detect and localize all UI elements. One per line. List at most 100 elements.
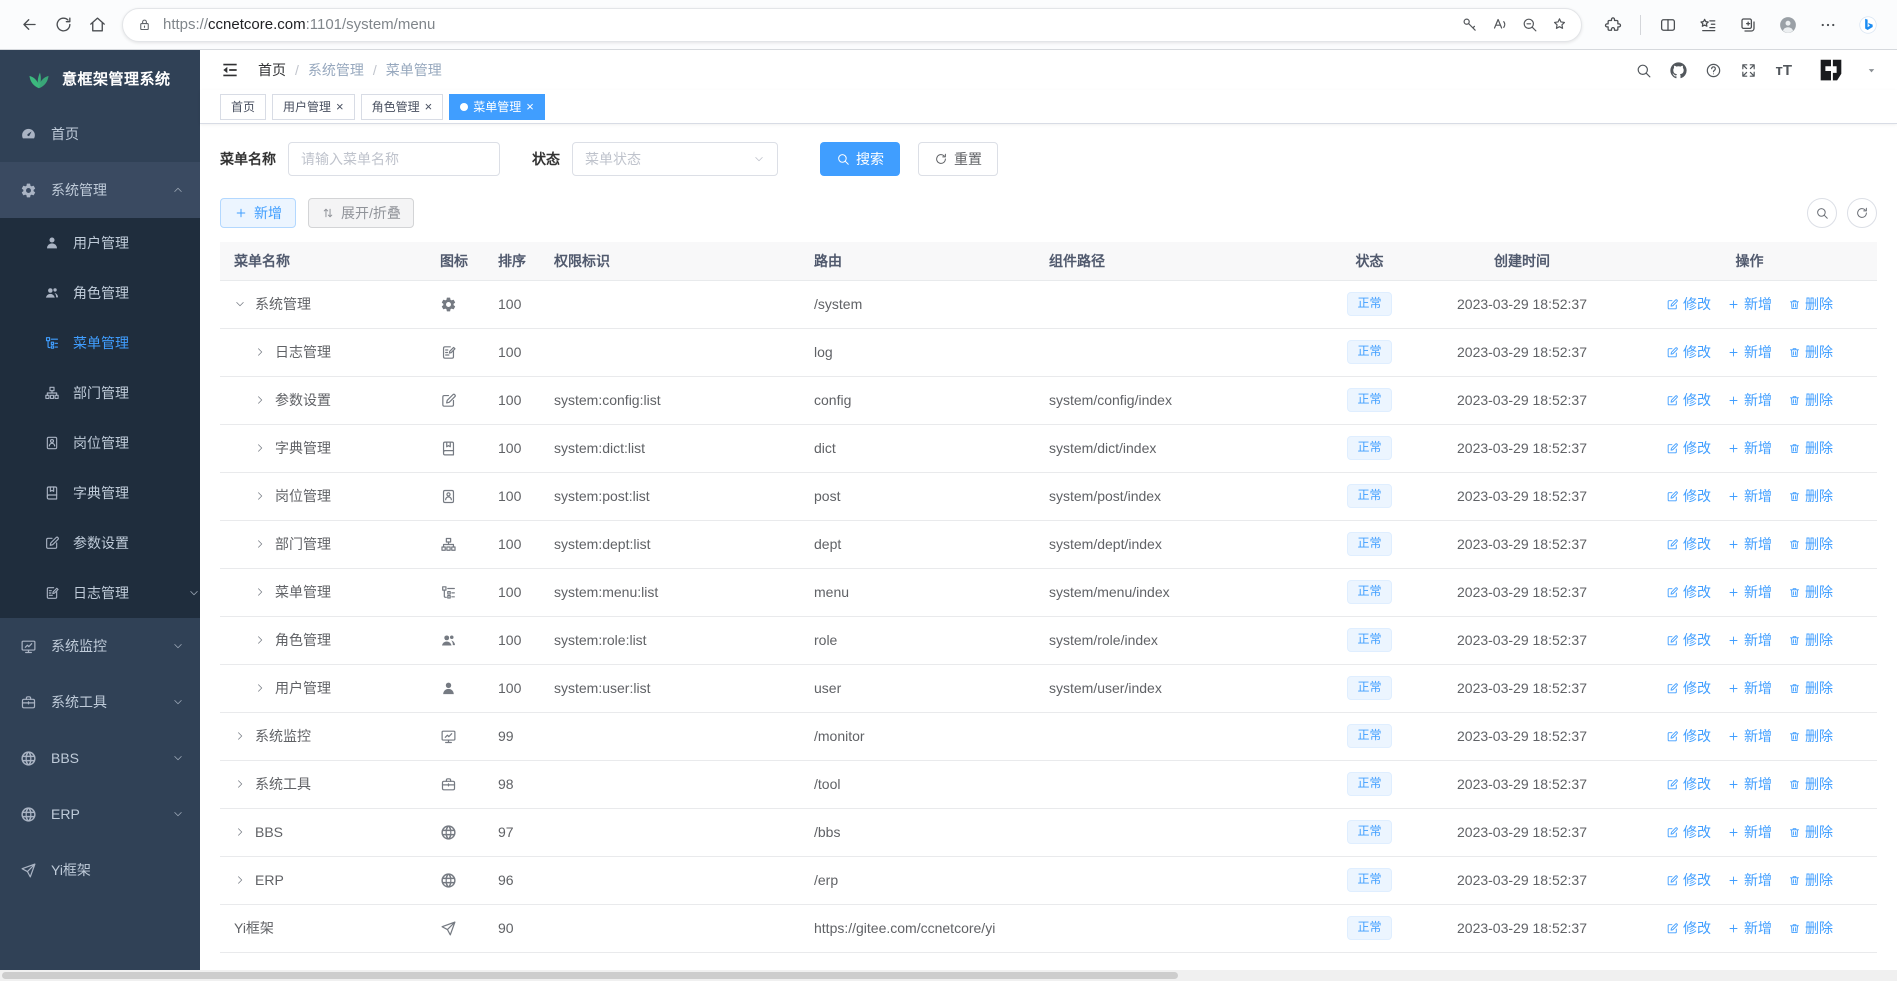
extensions-button[interactable] bbox=[1596, 8, 1630, 42]
row-add-link[interactable]: 新增 bbox=[1727, 726, 1772, 746]
row-delete-link[interactable]: 删除 bbox=[1788, 774, 1833, 794]
sidebar-item-home[interactable]: 首页 bbox=[0, 106, 200, 162]
row-delete-link[interactable]: 删除 bbox=[1788, 870, 1833, 890]
row-delete-link[interactable]: 删除 bbox=[1788, 582, 1833, 602]
tree-expand-icon[interactable] bbox=[254, 634, 266, 646]
row-edit-link[interactable]: 修改 bbox=[1666, 534, 1711, 554]
zoom-out-button[interactable] bbox=[1515, 11, 1543, 39]
bing-discover-button[interactable] bbox=[1851, 8, 1885, 42]
tree-collapse-icon[interactable] bbox=[234, 298, 246, 310]
sidebar-subitem-user[interactable]: 用户管理 bbox=[0, 218, 200, 268]
tree-expand-icon[interactable] bbox=[254, 394, 266, 406]
sidebar-item-bbs[interactable]: BBS bbox=[0, 730, 200, 786]
browser-home-button[interactable] bbox=[80, 8, 114, 42]
row-add-link[interactable]: 新增 bbox=[1727, 438, 1772, 458]
sidebar-subitem-log[interactable]: 日志管理 bbox=[0, 568, 200, 618]
row-delete-link[interactable]: 删除 bbox=[1788, 342, 1833, 362]
tree-expand-icon[interactable] bbox=[234, 778, 246, 790]
scrollbar-thumb[interactable] bbox=[2, 972, 1179, 979]
fullscreen-icon[interactable] bbox=[1740, 62, 1757, 79]
browser-menu-button[interactable] bbox=[1811, 8, 1845, 42]
refresh-table-button[interactable] bbox=[1847, 198, 1877, 228]
row-edit-link[interactable]: 修改 bbox=[1666, 678, 1711, 698]
sidebar-item-monitor[interactable]: 系统监控 bbox=[0, 618, 200, 674]
row-add-link[interactable]: 新增 bbox=[1727, 534, 1772, 554]
row-edit-link[interactable]: 修改 bbox=[1666, 822, 1711, 842]
help-icon[interactable] bbox=[1705, 62, 1722, 79]
row-edit-link[interactable]: 修改 bbox=[1666, 438, 1711, 458]
tree-expand-icon[interactable] bbox=[234, 874, 246, 886]
row-add-link[interactable]: 新增 bbox=[1727, 390, 1772, 410]
tree-expand-icon[interactable] bbox=[254, 442, 266, 454]
sidebar-item-erp[interactable]: ERP bbox=[0, 786, 200, 842]
breadcrumb-item[interactable]: 首页 bbox=[258, 62, 286, 78]
sidebar-subitem-role[interactable]: 角色管理 bbox=[0, 268, 200, 318]
row-edit-link[interactable]: 修改 bbox=[1666, 774, 1711, 794]
tab-用户管理[interactable]: 用户管理 × bbox=[272, 93, 355, 120]
sidebar-item-tool[interactable]: 系统工具 bbox=[0, 674, 200, 730]
search-button[interactable]: 搜索 bbox=[820, 142, 900, 176]
reset-button[interactable]: 重置 bbox=[918, 142, 998, 176]
browser-back-button[interactable] bbox=[12, 8, 46, 42]
row-edit-link[interactable]: 修改 bbox=[1666, 294, 1711, 314]
tree-expand-icon[interactable] bbox=[234, 826, 246, 838]
row-edit-link[interactable]: 修改 bbox=[1666, 918, 1711, 938]
tab-角色管理[interactable]: 角色管理 × bbox=[360, 93, 444, 120]
browser-reload-button[interactable] bbox=[46, 8, 80, 42]
password-key-button[interactable] bbox=[1455, 11, 1483, 39]
add-favorite-button[interactable] bbox=[1545, 11, 1573, 39]
toggle-search-button[interactable] bbox=[1807, 198, 1837, 228]
menu-name-input[interactable] bbox=[288, 142, 500, 176]
sidebar-subitem-post[interactable]: 岗位管理 bbox=[0, 418, 200, 468]
tab-首页[interactable]: 首页 bbox=[220, 93, 267, 120]
sidebar-subitem-dict[interactable]: 字典管理 bbox=[0, 468, 200, 518]
tab-close-icon[interactable]: × bbox=[424, 99, 433, 114]
tree-expand-icon[interactable] bbox=[254, 682, 266, 694]
row-add-link[interactable]: 新增 bbox=[1727, 774, 1772, 794]
row-edit-link[interactable]: 修改 bbox=[1666, 486, 1711, 506]
row-edit-link[interactable]: 修改 bbox=[1666, 630, 1711, 650]
row-edit-link[interactable]: 修改 bbox=[1666, 726, 1711, 746]
tab-close-icon[interactable]: × bbox=[526, 99, 534, 114]
github-icon[interactable] bbox=[1670, 61, 1688, 79]
horizontal-scrollbar[interactable] bbox=[0, 970, 1897, 981]
sidebar-item-yi[interactable]: Yi框架 bbox=[0, 842, 200, 898]
row-delete-link[interactable]: 删除 bbox=[1788, 486, 1833, 506]
row-delete-link[interactable]: 删除 bbox=[1788, 390, 1833, 410]
row-delete-link[interactable]: 删除 bbox=[1788, 678, 1833, 698]
sidebar-fold-icon[interactable] bbox=[220, 60, 240, 80]
row-add-link[interactable]: 新增 bbox=[1727, 870, 1772, 890]
row-add-link[interactable]: 新增 bbox=[1727, 582, 1772, 602]
row-add-link[interactable]: 新增 bbox=[1727, 342, 1772, 362]
row-delete-link[interactable]: 删除 bbox=[1788, 918, 1833, 938]
row-edit-link[interactable]: 修改 bbox=[1666, 342, 1711, 362]
read-aloud-button[interactable] bbox=[1485, 11, 1513, 39]
split-screen-button[interactable] bbox=[1651, 8, 1685, 42]
tree-expand-icon[interactable] bbox=[254, 346, 266, 358]
row-edit-link[interactable]: 修改 bbox=[1666, 390, 1711, 410]
row-delete-link[interactable]: 删除 bbox=[1788, 534, 1833, 554]
header-search-icon[interactable] bbox=[1635, 62, 1652, 79]
row-delete-link[interactable]: 删除 bbox=[1788, 726, 1833, 746]
status-select[interactable]: 菜单状态 bbox=[572, 142, 778, 176]
add-button[interactable]: 新增 bbox=[220, 198, 296, 228]
tab-close-icon[interactable]: × bbox=[336, 99, 344, 114]
row-add-link[interactable]: 新增 bbox=[1727, 294, 1772, 314]
yi-logo[interactable] bbox=[1816, 55, 1846, 85]
favorites-button[interactable] bbox=[1691, 8, 1725, 42]
tree-expand-icon[interactable] bbox=[254, 538, 266, 550]
profile-button[interactable] bbox=[1771, 8, 1805, 42]
row-edit-link[interactable]: 修改 bbox=[1666, 582, 1711, 602]
tree-expand-icon[interactable] bbox=[254, 586, 266, 598]
row-delete-link[interactable]: 删除 bbox=[1788, 822, 1833, 842]
sidebar-subitem-menu[interactable]: 菜单管理 bbox=[0, 318, 200, 368]
tab-菜单管理[interactable]: 菜单管理 × bbox=[449, 93, 545, 120]
row-delete-link[interactable]: 删除 bbox=[1788, 630, 1833, 650]
row-add-link[interactable]: 新增 bbox=[1727, 486, 1772, 506]
row-add-link[interactable]: 新增 bbox=[1727, 918, 1772, 938]
sidebar-subitem-config[interactable]: 参数设置 bbox=[0, 518, 200, 568]
expand-collapse-button[interactable]: 展开/折叠 bbox=[308, 198, 414, 228]
row-add-link[interactable]: 新增 bbox=[1727, 678, 1772, 698]
tree-expand-icon[interactable] bbox=[234, 730, 246, 742]
tree-expand-icon[interactable] bbox=[254, 490, 266, 502]
